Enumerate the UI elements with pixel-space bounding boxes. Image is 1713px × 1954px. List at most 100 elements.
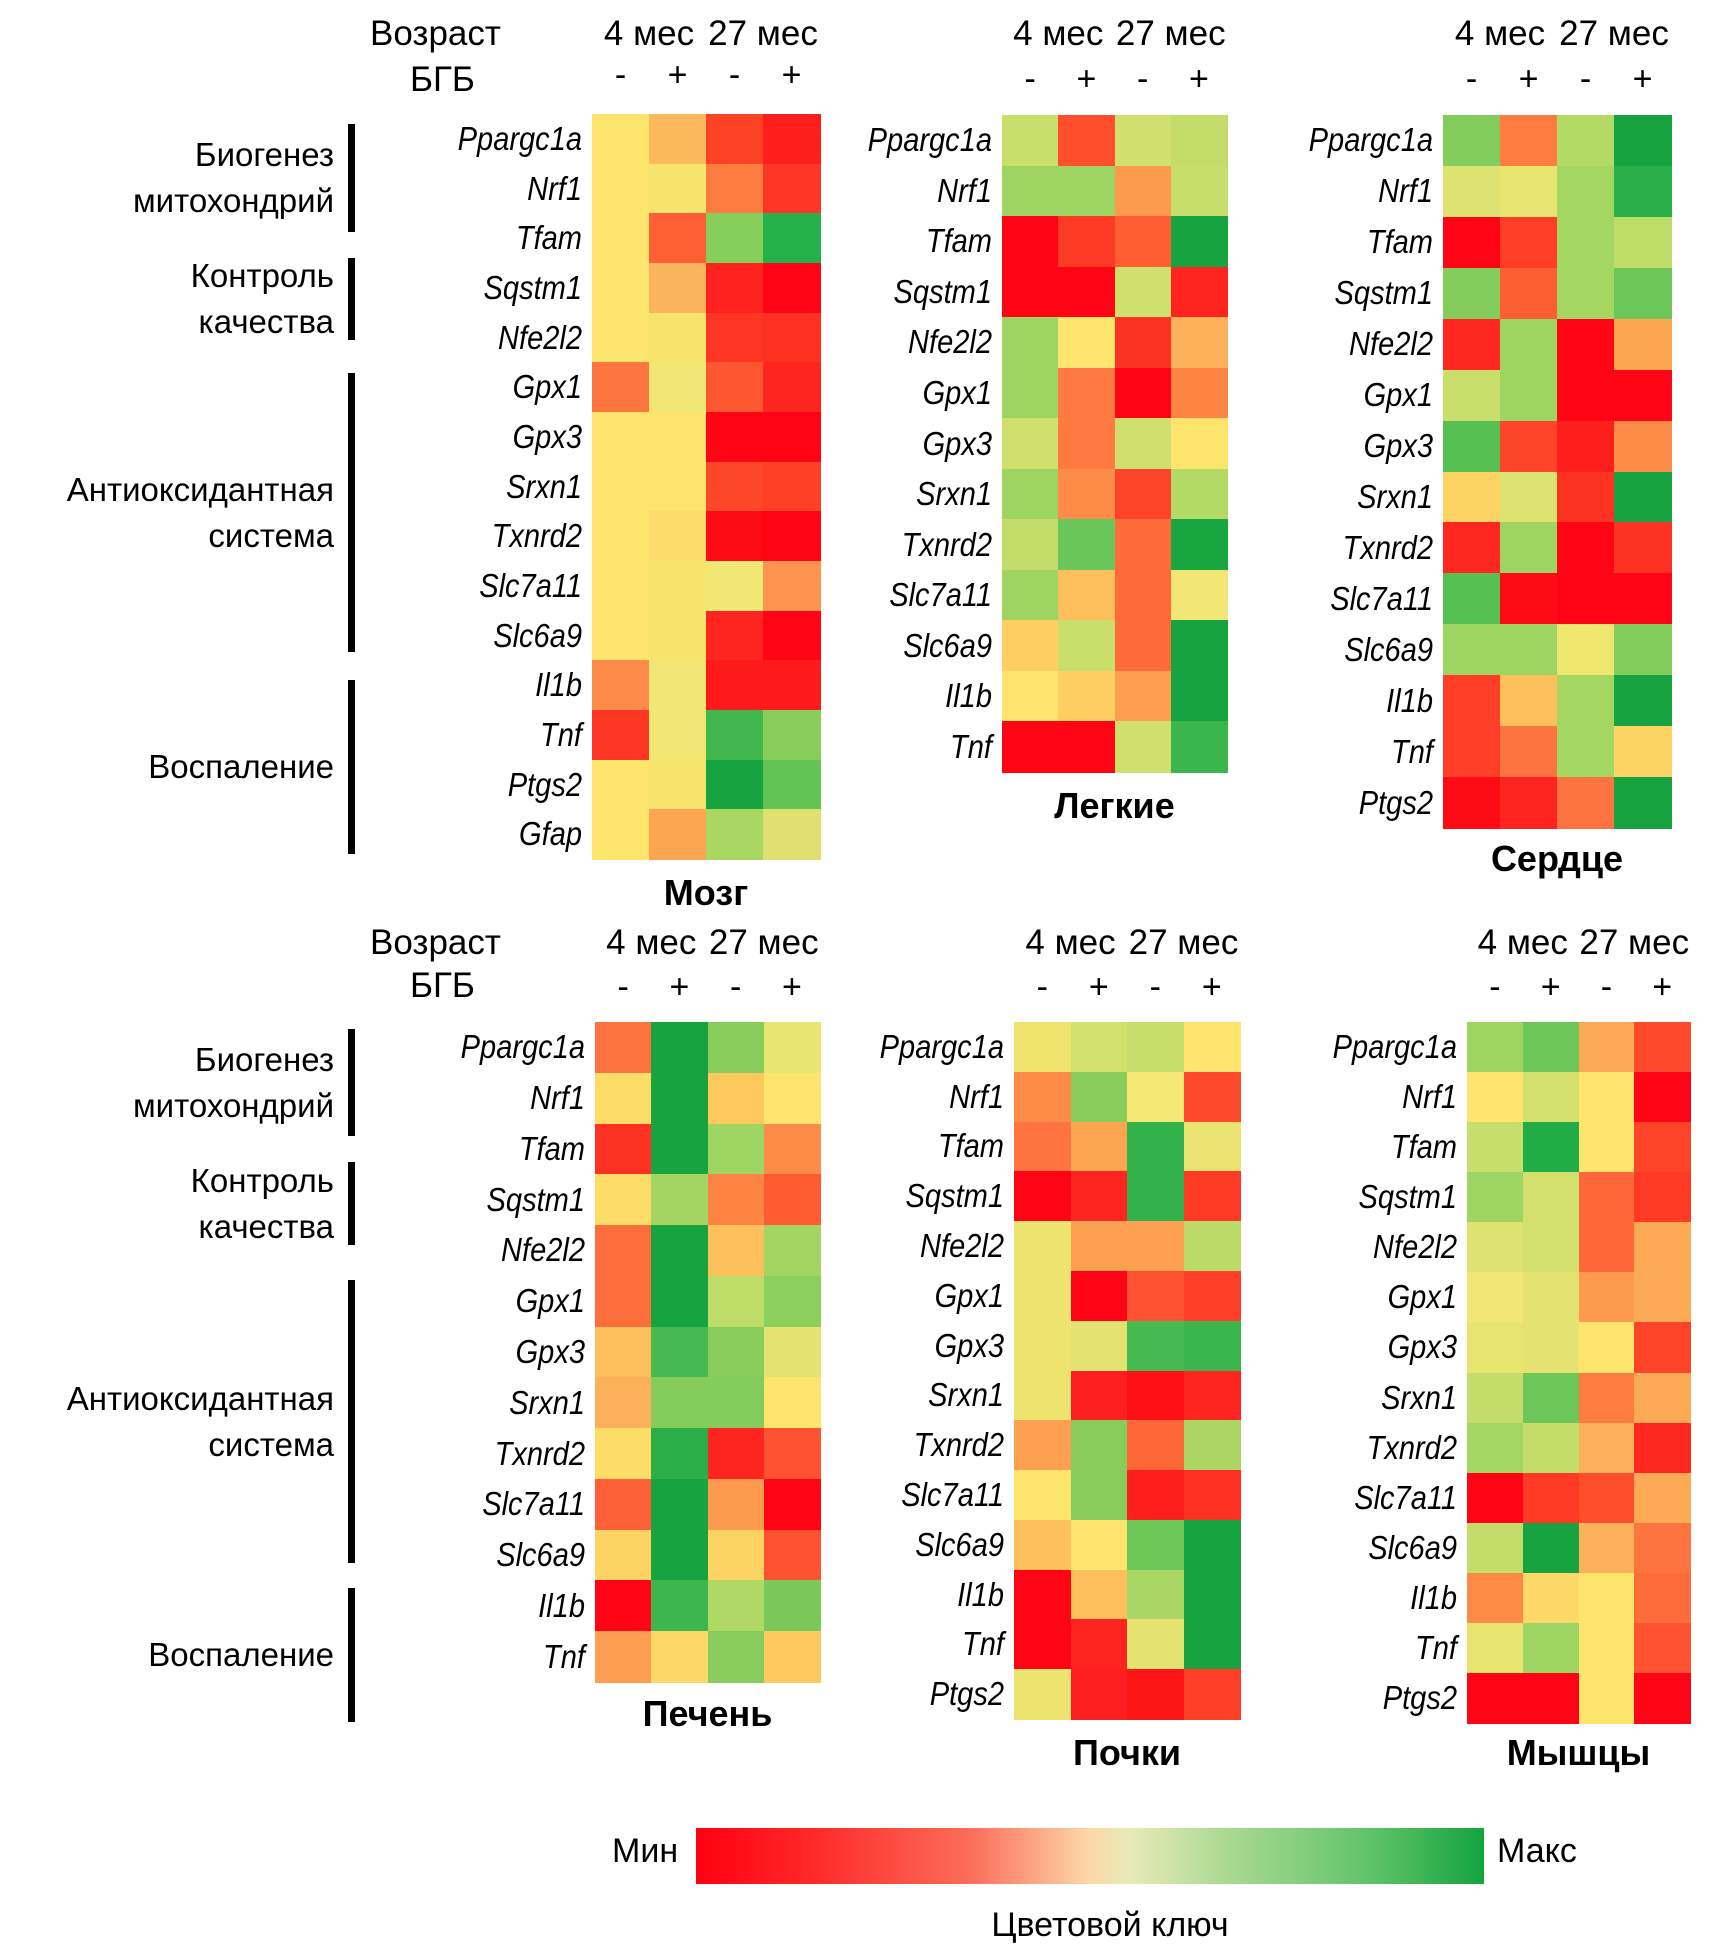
gene-label: Ppargc1a [457,119,582,157]
gene-label: Nrf1 [937,171,992,209]
heatmap-cell [1127,1370,1185,1421]
heatmap-cell [1170,115,1228,167]
group-label: Биогенез [194,136,334,173]
heatmap-cell [706,312,764,363]
gene-label: Tnf [543,1637,585,1675]
gene-label: Tfam [518,1129,585,1167]
column-group-label: 4 мес [1025,923,1116,962]
heatmap-cell [1522,1022,1580,1073]
heatmap-cell [1058,165,1116,217]
heatmap-cell [1614,420,1672,473]
gene-label: Sqstm1 [1334,274,1433,312]
heatmap-cell [592,561,650,612]
heatmap-cell [1467,1022,1524,1073]
heatmap-cell [1500,420,1558,473]
heatmap-cell [1070,1071,1128,1123]
gene-label: Sqstm1 [1358,1178,1457,1216]
heatmap-cell [1114,367,1172,419]
heatmap-cell [1002,468,1059,520]
group-bracket-bar [348,1162,355,1245]
gene-label: Gpx3 [922,424,992,462]
heatmap-cell [707,1174,765,1226]
heatmap-cell [1634,1172,1691,1223]
heatmap-cell [1522,1172,1580,1223]
heatmap-cell [1002,115,1059,167]
gene-label: Sqstm1 [486,1180,585,1218]
gene-label: Slc7a11 [479,566,582,604]
treatment-sign-label: - [1465,60,1478,98]
heatmap-cell [1578,1022,1635,1073]
heatmap-cell [706,362,764,413]
heatmap-cell [595,1631,652,1683]
gene-label: Ptgs2 [507,765,582,803]
heatmap-cell [1578,1222,1635,1273]
heatmap-cell [763,759,821,810]
heatmap-cell [1002,620,1059,672]
heatmap-cell [1114,670,1172,723]
gene-label: Ppargc1a [1332,1028,1457,1066]
group-label: Биогенез [194,1040,334,1078]
heatmap-cell [1183,1270,1241,1322]
treatment-sign-label: - [1024,60,1036,98]
heatmap-cell [649,362,707,413]
heatmap-cell [592,511,650,562]
heatmap-cell [595,1428,652,1480]
treatment-sign-label: + [667,56,688,94]
heatmap-cell [1058,569,1116,621]
heatmap-cell [763,1631,821,1683]
gene-label: Slc6a9 [903,626,992,664]
heatmap-cell [1634,1422,1691,1474]
heatmap-cell [1557,216,1615,269]
heatmap-cell [1522,1222,1580,1273]
heatmap-cell [1614,675,1672,727]
heatmap-cell [1522,1372,1580,1424]
heatmap-cell [592,114,650,165]
heatmap-cell [763,511,821,562]
gene-label: Sqstm1 [483,268,582,306]
gene-label: Ppargc1a [879,1027,1004,1065]
heatmap-cell [1614,522,1672,574]
heatmap-cell [1522,1672,1580,1724]
gene-label: Ppargc1a [460,1028,585,1066]
treatment-sign-label: + [1076,60,1097,98]
gene-label: Tfam [1366,223,1433,261]
heatmap-cell [763,312,821,363]
heatmap-cell [1170,620,1228,672]
heatmap-cell [1500,216,1558,269]
heatmap-cell [763,660,821,711]
group-label: митохондрий [132,182,334,219]
heatmap-cell [707,1377,765,1429]
heatmap-cell [1634,1622,1691,1674]
heatmap-cell [1578,1572,1635,1624]
heatmap-cell [651,1377,709,1429]
heatmap-cell [706,213,764,264]
gene-label: Nrf1 [1402,1078,1457,1116]
gene-label: Ppargc1a [1308,121,1433,159]
heatmap-cell [1058,317,1116,369]
heatmap-cell [1578,1522,1635,1574]
gene-label: Tfam [515,219,582,257]
heatmap-cell [763,1174,821,1226]
heatmap-cell [1557,318,1615,371]
gene-label: Txnrd2 [1366,1428,1457,1466]
treatment-label-top: БГБ [410,60,475,99]
gene-label: Txnrd2 [491,517,582,555]
heatmap-cell [1578,1122,1635,1173]
gene-label: Ptgs2 [1358,783,1433,821]
gene-label: Tnf [950,727,992,765]
colorbar-min-label: Мин [612,1832,679,1870]
heatmap-cell [1522,1422,1580,1474]
gene-label: Txnrd2 [1342,528,1433,566]
heatmap-cell [1002,519,1059,571]
heatmap-cell [1557,115,1615,167]
heatmap-cell [1183,1022,1241,1073]
heatmap-cell [1500,318,1558,371]
heatmap-cell [1578,1672,1635,1724]
gene-label: Il1b [538,1586,585,1624]
group-label: Воспаление [148,1636,334,1673]
heatmap-cell [1467,1272,1524,1323]
column-group-label: 4 мес [1013,14,1104,53]
heatmap-cell [1557,471,1615,524]
heatmap-cell [1500,726,1558,778]
heatmap-cell [1014,1121,1072,1172]
